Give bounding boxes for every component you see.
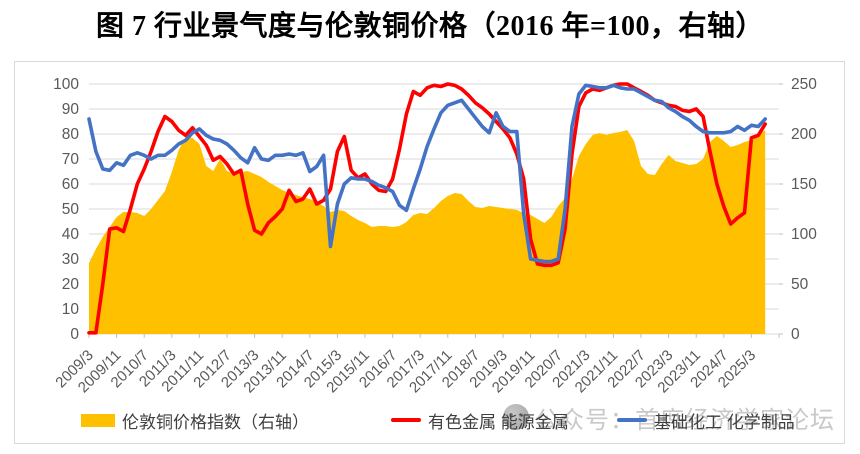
chemicals-line-series	[87, 83, 768, 264]
svg-text:30: 30	[62, 251, 80, 268]
svg-text:70: 70	[62, 151, 80, 168]
nonferrous-line-swatch-icon	[391, 418, 421, 422]
svg-text:50: 50	[791, 276, 809, 293]
x-axis-labels: 2009/32009/112010/72011/32011/112012/720…	[52, 347, 759, 397]
svg-text:200: 200	[791, 126, 817, 143]
svg-text:100: 100	[53, 76, 79, 93]
copper-area-series	[89, 130, 766, 334]
right-axis-labels: 0 50 100 150 200 250	[791, 76, 817, 343]
chart-title: 图 7 行业景气度与伦敦铜价格（2016 年=100，右轴）	[96, 11, 764, 42]
copper-area-swatch-icon	[81, 413, 115, 427]
svg-text:0: 0	[70, 326, 79, 343]
svg-text:60: 60	[62, 176, 80, 193]
legend: 伦敦铜价格指数（右轴） 有色金属 能源金属 基础化工 化学制品	[15, 408, 844, 434]
legend-label-chemicals: 基础化工 化学制品	[654, 412, 795, 432]
svg-text:80: 80	[62, 126, 80, 143]
svg-text:10: 10	[62, 301, 80, 318]
chemicals-line-swatch-icon	[617, 418, 647, 422]
svg-text:90: 90	[62, 101, 80, 118]
legend-item-copper-index: 伦敦铜价格指数（右轴）	[81, 408, 309, 432]
legend-item-nonferrous: 有色金属 能源金属	[391, 408, 569, 432]
svg-text:20: 20	[62, 276, 80, 293]
chart-area: 0 10 20 30 40 50 60 70 80 90 100 0 50 100 150 200 250 200…	[14, 61, 845, 444]
legend-item-chemicals: 基础化工 化学制品	[617, 408, 795, 432]
left-axis-labels: 0 10 20 30 40 50 60 70 80 90 100	[53, 76, 79, 343]
svg-text:250: 250	[791, 76, 817, 93]
chart-plot: 0 10 20 30 40 50 60 70 80 90 100 0 50 100 150 200 250 200…	[52, 76, 817, 397]
legend-label-nonferrous: 有色金属 能源金属	[428, 412, 569, 432]
axis-ticks	[88, 83, 783, 338]
svg-text:150: 150	[791, 176, 817, 193]
svg-text:50: 50	[62, 201, 80, 218]
svg-text:0: 0	[791, 326, 800, 343]
svg-text:40: 40	[62, 226, 80, 243]
legend-label-copper-index: 伦敦铜价格指数（右轴）	[122, 412, 309, 432]
svg-text:100: 100	[791, 226, 817, 243]
